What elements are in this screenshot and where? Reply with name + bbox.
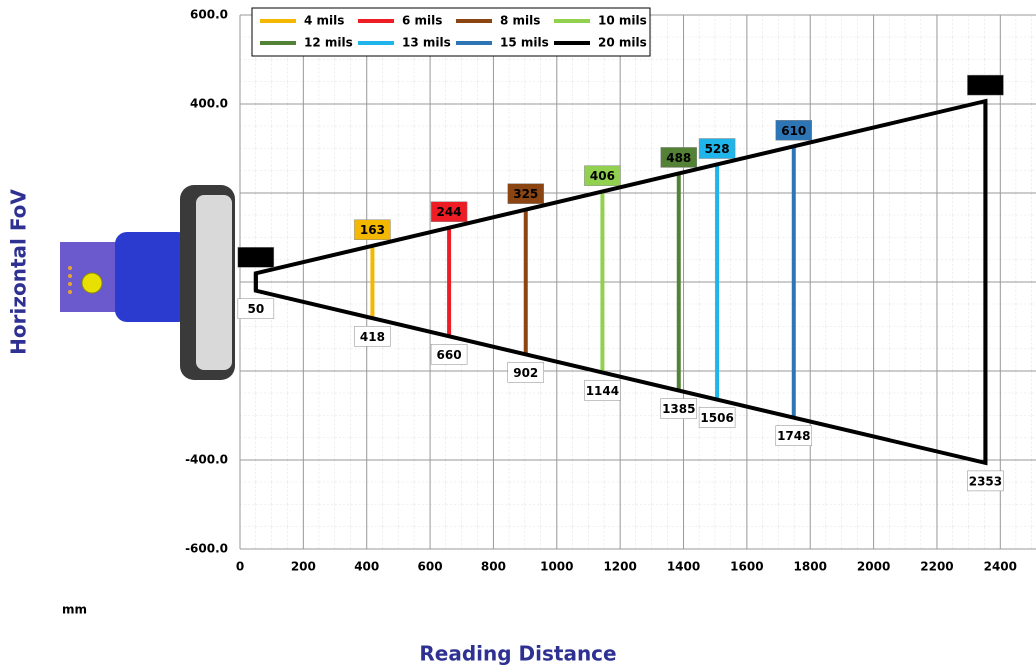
legend-box: [251, 7, 651, 57]
distance-label-text: 660: [437, 348, 462, 362]
distance-label-text: 50: [247, 302, 264, 316]
x-tick-label: 200: [291, 560, 316, 574]
x-tick-label: 2400: [984, 560, 1017, 574]
x-tick-label: 2000: [857, 560, 890, 574]
width-label-box: [354, 219, 391, 240]
width-label-box: [660, 147, 698, 168]
distance-label: 1385: [660, 398, 698, 419]
width-label: 325: [507, 183, 545, 204]
width-label: 610: [775, 120, 813, 141]
width-label-text: 325: [513, 187, 538, 201]
y-tick-label: 600.0: [190, 8, 228, 22]
x-tick-label: 800: [481, 560, 506, 574]
width-label-text: 244: [437, 205, 462, 219]
distance-label: 1506: [698, 407, 736, 428]
legend-label: 12 mils: [304, 36, 353, 50]
distance-label: 2353: [967, 470, 1004, 492]
distance-label-box: [507, 362, 545, 383]
y-tick-label: -400.0: [185, 453, 228, 467]
width-label-text: 528: [705, 142, 730, 156]
x-tick-label: 2200: [920, 560, 953, 574]
distance-label: 902: [507, 362, 545, 383]
distance-label-text: 2353: [969, 474, 1002, 488]
legend-label: 13 mils: [402, 36, 451, 50]
width-label-box: [584, 165, 621, 186]
x-tick-label: 600: [418, 560, 443, 574]
width-label-box: [430, 201, 468, 222]
distance-label: 1748: [775, 425, 813, 446]
unit-label: mm: [62, 603, 87, 617]
width-label-text: 610: [781, 124, 806, 138]
legend: 4 mils 6 mils 8 mils 10 mils 12 mils 13 mils 1…: [251, 7, 651, 57]
x-tick-label: 1800: [794, 560, 827, 574]
width-label-text: 488: [666, 151, 691, 165]
y-axis-title: Horizontal FoV: [7, 189, 31, 355]
width-label: 813: [967, 74, 1004, 96]
y-tick-label: -600.0: [185, 542, 228, 556]
legend-label: 4 mils: [304, 14, 344, 28]
x-axis-title: Reading Distance: [419, 642, 616, 666]
width-label: 406: [584, 165, 621, 186]
distance-label-box: [237, 298, 275, 319]
x-tick-label: 1600: [730, 560, 763, 574]
distance-label: 418: [354, 326, 391, 347]
distance-label-text: 1144: [586, 384, 619, 398]
width-label: 488: [660, 147, 698, 168]
width-label: 163: [354, 219, 391, 240]
distance-label-box: [354, 326, 391, 347]
distance-label-box: [967, 470, 1004, 492]
width-label: 39: [237, 247, 275, 268]
width-label-text: 813: [973, 79, 998, 93]
legend-label: 6 mils: [402, 14, 442, 28]
width-label-box: [507, 183, 545, 204]
distance-label: 50: [237, 298, 275, 319]
legend-label: 8 mils: [500, 14, 540, 28]
width-label: 244: [430, 201, 468, 222]
distance-label-text: 902: [513, 366, 538, 380]
x-tick-label: 0: [236, 560, 244, 574]
y-tick-label: 400.0: [190, 97, 228, 111]
distance-label-text: 1385: [662, 402, 695, 416]
x-tick-label: 400: [354, 560, 379, 574]
width-label-text: 163: [360, 223, 385, 237]
distance-label: 660: [430, 344, 468, 365]
distance-label-text: 418: [360, 330, 385, 344]
distance-label-box: [430, 344, 468, 365]
x-tick-label: 1200: [603, 560, 636, 574]
distance-label-box: [584, 380, 621, 401]
width-label-box: [698, 138, 736, 159]
distance-label-text: 1506: [700, 411, 733, 425]
distance-label-text: 1748: [777, 429, 810, 443]
distance-label-box: [698, 407, 736, 428]
width-label-box: [237, 247, 275, 268]
x-tick-label: 1000: [540, 560, 573, 574]
x-tick-label: 1400: [667, 560, 700, 574]
distance-label: 1144: [584, 380, 621, 401]
legend-label: 10 mils: [598, 14, 647, 28]
distance-label-box: [775, 425, 813, 446]
width-label-text: 406: [590, 169, 615, 183]
legend-label: 20 mils: [598, 36, 647, 50]
width-label-box: [967, 74, 1004, 96]
legend-label: 15 mils: [500, 36, 549, 50]
width-label-text: 39: [247, 251, 264, 265]
width-label: 528: [698, 138, 736, 159]
width-label-box: [775, 120, 813, 141]
scanner-device: [60, 185, 235, 380]
distance-label-box: [660, 398, 698, 419]
